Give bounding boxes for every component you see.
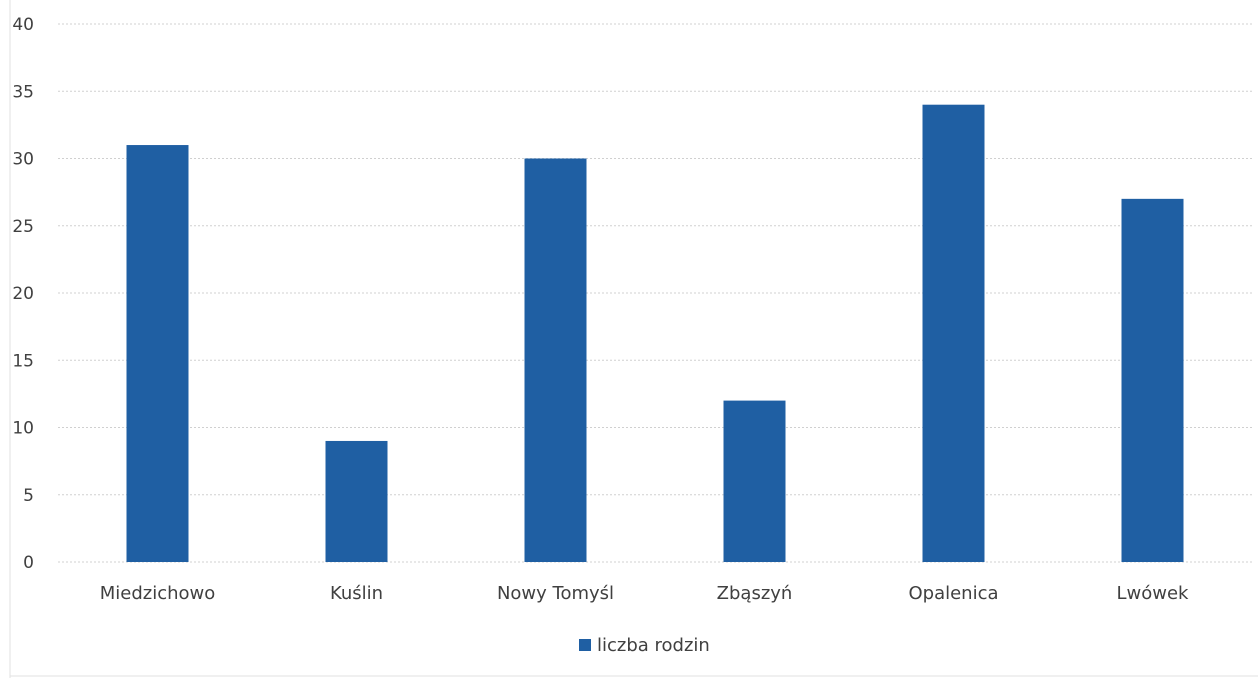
x-category-label: Kuślin: [330, 583, 383, 604]
y-tick-label: 40: [12, 15, 34, 35]
y-tick-label: 10: [12, 419, 34, 439]
bar-4: [922, 104, 985, 562]
y-tick-label: 5: [23, 486, 34, 506]
legend: liczba rodzin: [579, 635, 710, 656]
x-category-label: Miedzichowo: [100, 583, 216, 604]
bar-1: [325, 440, 388, 562]
bar-5: [1121, 198, 1184, 562]
x-category-label: Lwówek: [1117, 583, 1190, 604]
y-tick-label: 30: [12, 150, 34, 170]
bar-0: [126, 145, 189, 563]
y-axis-ticks: 0 5 10 15 20 25 30 35 40: [12, 15, 34, 573]
x-category-label: Zbąszyń: [717, 583, 793, 604]
bar-2: [524, 158, 587, 562]
legend-label: liczba rodzin: [597, 635, 710, 656]
y-tick-label: 20: [12, 284, 34, 304]
bar-3: [723, 400, 786, 562]
x-category-label: Nowy Tomyśl: [497, 583, 614, 604]
y-tick-label: 15: [12, 351, 34, 371]
x-axis-categories: Miedzichowo Kuślin Nowy Tomyśl Zbąszyń Opale…: [100, 583, 1189, 604]
x-category-label: Opalenica: [908, 583, 998, 604]
y-tick-label: 0: [23, 553, 34, 573]
legend-swatch: [579, 639, 591, 651]
gridlines: [58, 23, 1252, 563]
bars: [126, 104, 1184, 563]
y-tick-label: 25: [12, 217, 34, 237]
y-tick-label: 35: [12, 82, 34, 102]
